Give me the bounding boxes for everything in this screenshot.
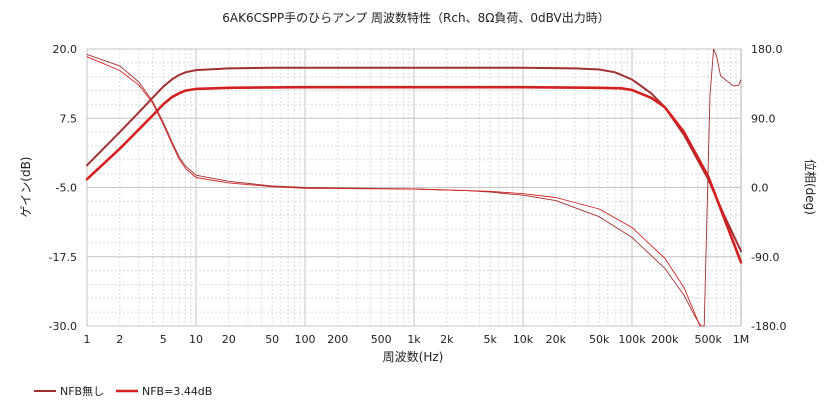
y2-tick-label: -180.0 — [751, 320, 786, 333]
x-tick-label: 100k — [618, 333, 646, 346]
y2-tick-label: 0.0 — [751, 182, 769, 195]
phase-line-nfb — [86, 56, 701, 327]
x-tick-label: 500 — [371, 333, 392, 346]
y-tick-label: -5.0 — [56, 182, 77, 195]
x-tick-label: 1M — [733, 333, 750, 346]
y2-tick-labels: 180.0 90.0 0.0 -90.0 -180.0 — [751, 43, 786, 333]
y2-tick-label: 90.0 — [751, 112, 776, 125]
x-tick-label: 50 — [265, 333, 279, 346]
y2-tick-label: -90.0 — [751, 251, 779, 264]
phase-line-no-nfb — [86, 48, 742, 327]
x-tick-label: 5 — [160, 333, 167, 346]
y2-axis-label: 位相(deg) — [803, 159, 818, 215]
grid — [86, 48, 742, 327]
x-axis-label: 周波数(Hz) — [383, 349, 444, 364]
y-tick-label: -17.5 — [49, 251, 77, 264]
series-lines — [85, 48, 743, 327]
x-tick-label: 50k — [589, 333, 610, 346]
x-tick-label: 5k — [484, 333, 498, 346]
x-tick-label: 2 — [116, 333, 123, 346]
gain-line-nfb — [85, 85, 743, 264]
y2-tick-label: 180.0 — [751, 43, 783, 56]
x-tick-labels: 1 2 5 10 20 50 100 200 500 1k 2k 5k 10k 20k 50k 100k 200… — [84, 333, 750, 346]
y-tick-labels: 20.0 7.5 -5.0 -17.5 -30.0 — [49, 43, 77, 333]
x-tick-label: 100 — [295, 333, 316, 346]
y-tick-label: 7.5 — [60, 112, 78, 125]
legend-label: NFB=3.44dB — [142, 385, 212, 398]
y-tick-label: -30.0 — [49, 320, 77, 333]
x-tick-label: 500k — [695, 333, 723, 346]
y-tick-label: 20.0 — [53, 43, 78, 56]
x-tick-label: 2k — [440, 333, 454, 346]
x-tick-label: 200 — [327, 333, 348, 346]
x-tick-label: 200k — [651, 333, 679, 346]
y-axis-label: ゲイン(dB) — [19, 157, 33, 218]
x-tick-label: 1k — [407, 333, 421, 346]
legend: NFB無し NFB=3.44dB — [34, 384, 212, 398]
x-tick-label: 20k — [546, 333, 567, 346]
chart-title: 6AK6CSPP手のひらアンプ 周波数特性（Rch、8Ω負荷、0dBV出力時） — [222, 10, 609, 25]
x-tick-label: 10 — [189, 333, 203, 346]
x-tick-label: 10k — [513, 333, 534, 346]
x-tick-label: 20 — [222, 333, 236, 346]
legend-label: NFB無し — [60, 384, 104, 398]
x-tick-label: 1 — [84, 333, 91, 346]
